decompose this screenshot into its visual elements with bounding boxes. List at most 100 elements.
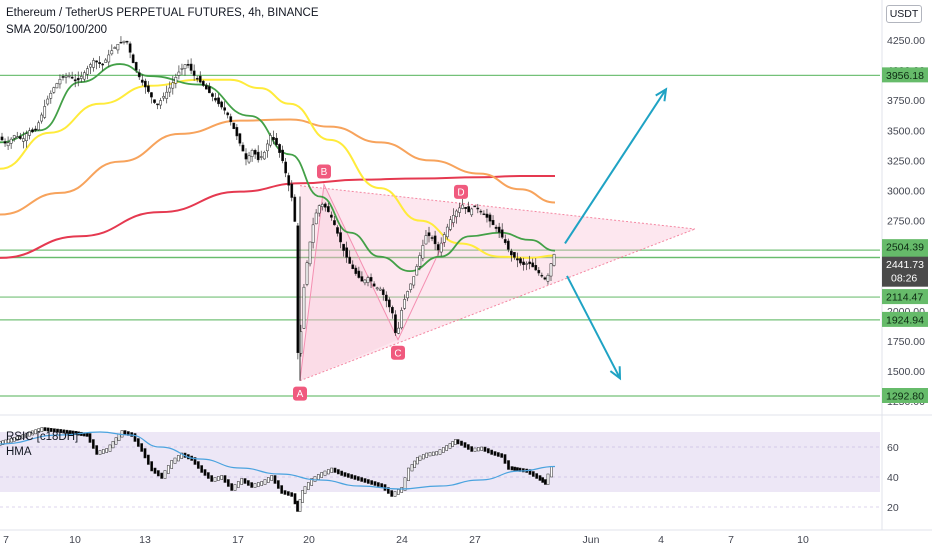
chart-title: Ethereum / TetherUS PERPETUAL FUTURES, 4…: [6, 7, 319, 19]
rsi-tick-label: 20: [887, 502, 899, 514]
candle-body: [131, 54, 135, 64]
rsi-candle: [363, 478, 367, 483]
rsi-candle: [301, 490, 304, 503]
rsi-candle: [88, 433, 92, 443]
candle-body: [333, 220, 336, 226]
candle-body: [494, 226, 498, 229]
candle-body: [372, 283, 376, 287]
rsi-candle: [253, 483, 257, 488]
sma-legend[interactable]: SMA 20/50/100/200: [6, 24, 108, 36]
rsi-candle: [111, 441, 115, 449]
candle-body: [479, 210, 483, 213]
rsi-candle: [31, 430, 34, 436]
rsi-candle: [306, 482, 310, 490]
rsi-candle: [200, 465, 204, 473]
candle-body: [64, 75, 68, 78]
rsi-candle: [276, 480, 280, 489]
rsi-candle: [410, 464, 414, 472]
candle-body: [442, 234, 446, 243]
candle-body: [223, 107, 227, 111]
candle-body: [201, 80, 205, 86]
candle-body: [287, 175, 291, 186]
candle-body: [98, 62, 101, 64]
rsi-candle: [226, 479, 230, 487]
rsi-candle: [260, 481, 264, 486]
rsi-candle: [386, 487, 390, 494]
candle-body: [18, 136, 22, 139]
candle-body: [140, 79, 144, 83]
candle-body: [378, 288, 382, 291]
candle-body: [6, 142, 10, 147]
candle-body: [61, 76, 65, 78]
candle-body: [516, 258, 519, 261]
candle-body: [79, 76, 83, 79]
arrow-down-head: [609, 366, 622, 381]
rsi-candle: [445, 445, 449, 451]
candle-body: [543, 277, 547, 280]
candle-body: [284, 161, 287, 174]
candle-body: [320, 204, 324, 207]
rsi-candle: [220, 475, 224, 480]
rsi-candle: [156, 470, 160, 477]
rsi-candle: [415, 457, 419, 465]
time-tick-label: 27: [469, 534, 481, 546]
rsi-candle: [85, 432, 89, 437]
triangle-lower-line: [299, 228, 696, 382]
candle-body: [546, 275, 550, 282]
candle-body: [22, 138, 25, 142]
rsi-candle: [91, 439, 95, 449]
currency-selector[interactable]: USDT: [886, 5, 922, 23]
candle-body: [43, 106, 47, 118]
candle-body: [180, 68, 184, 70]
rsi-candle: [143, 448, 147, 459]
rsi-candle: [451, 441, 455, 447]
candle-body: [278, 144, 281, 153]
candle-body: [369, 277, 373, 282]
candle-body: [247, 155, 251, 163]
candle-body: [37, 122, 40, 131]
candle-body: [449, 219, 452, 230]
sma50-line: [0, 78, 556, 259]
rsi-candle: [65, 429, 69, 434]
rsi-candle: [193, 457, 197, 465]
rsi-candle: [503, 454, 507, 464]
rsi-candle: [360, 477, 364, 482]
rsi-legend[interactable]: RSIC [c18DH]: [6, 431, 79, 443]
rsi-candle: [463, 442, 467, 448]
candle-body: [52, 87, 56, 93]
rsi-candle: [413, 460, 417, 468]
rsi-candle: [95, 445, 99, 455]
rsi-candle: [303, 486, 307, 494]
candle-body: [241, 144, 245, 152]
level-price-label: 1292.80: [886, 391, 924, 403]
candle-body: [513, 252, 516, 258]
candle-body: [354, 267, 358, 274]
candle-body: [67, 75, 71, 77]
rsi-candle: [513, 466, 517, 471]
hma-legend[interactable]: HMA: [6, 446, 32, 458]
rsi-candle: [114, 437, 118, 445]
level-price-box: [882, 388, 928, 403]
candle-body: [269, 135, 272, 146]
time-tick-label: 13: [139, 534, 151, 546]
price-tick-label: 2750.00: [887, 216, 925, 228]
candle-body: [9, 138, 13, 144]
candle-body: [381, 289, 385, 295]
candle-body: [58, 79, 62, 85]
candle-body: [15, 136, 19, 139]
pattern-label-c-box: [391, 345, 405, 360]
price-tick-label: 4250.00: [887, 35, 925, 47]
rsi-candle: [438, 449, 442, 455]
candle-body: [147, 85, 150, 92]
candle-body: [55, 83, 59, 89]
rsi-candle: [366, 479, 370, 484]
price-tick-label: 3250.00: [887, 155, 925, 167]
rsi-tick-label: 40: [887, 472, 899, 484]
rsi-candle: [170, 460, 174, 469]
price-tick-label: 3500.00: [887, 125, 925, 137]
candle-body: [253, 149, 257, 155]
candle-body: [95, 60, 98, 63]
candle-body: [232, 122, 236, 129]
time-tick-label: Jun: [583, 534, 600, 546]
